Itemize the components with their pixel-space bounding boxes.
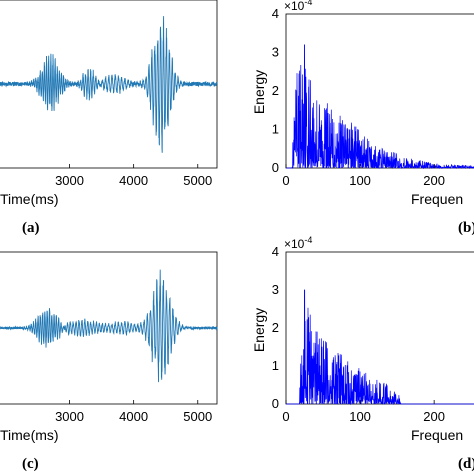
y-tick-label-b-4: 4 [272, 6, 279, 21]
trace-a-group [0, 16, 218, 153]
y-ticks-d: 0 1 2 3 4 [272, 244, 279, 411]
x-tick-label-c-0: 3000 [55, 409, 84, 424]
y-tick-label-d-4: 4 [272, 244, 279, 259]
x-axis-label-d: Frequen [411, 427, 463, 443]
y-tick-label-b-1: 1 [272, 122, 279, 137]
y-tick-label-b-2: 2 [272, 83, 279, 98]
trace-b-group [286, 44, 474, 170]
x-tick-label-c-2: 5000 [183, 409, 212, 424]
y-tick-label-d-2: 2 [272, 320, 279, 335]
x-ticks-d: 0 100 200 [282, 400, 445, 424]
trace-d-group [286, 289, 474, 406]
y-axis-label-d: Energy [251, 308, 267, 352]
x-tick-label-b-0: 0 [282, 173, 289, 188]
y-tick-label-d-3: 3 [272, 282, 279, 297]
panel-label-a: (a) [22, 220, 40, 236]
series-line-c [0, 269, 218, 383]
panel-label-d: (d) [458, 456, 474, 472]
y-tick-label-b-3: 3 [272, 45, 279, 60]
y-ticks-b: 0 1 2 3 4 [272, 6, 279, 175]
exponent-label-d: ×10-4 [284, 235, 312, 251]
x-tick-label-b-1: 100 [349, 173, 371, 188]
y-axis-label-b: Energy [251, 70, 267, 114]
panel-b: 0 1 2 3 4 0 100 200 ×10-4 Energy Frequen… [251, 0, 474, 236]
x-axis-label-a: Time(ms) [0, 191, 59, 207]
panel-label-c: (c) [22, 456, 39, 472]
x-ticks-b: 0 100 200 [282, 164, 445, 188]
x-tick-label-a-1: 4000 [119, 173, 148, 188]
y-tick-label-d-1: 1 [272, 358, 279, 373]
panel-a: 3000 4000 5000 Time(ms) (a) [0, 0, 218, 236]
exponent-label-b: ×10-4 [284, 0, 312, 13]
spectrum-line-b [286, 44, 474, 170]
y-tick-label-b-0: 0 [272, 160, 279, 175]
spectrum-line-d [286, 289, 474, 406]
x-tick-label-d-1: 100 [349, 409, 371, 424]
x-tick-label-b-2: 200 [423, 173, 445, 188]
series-line-a [0, 16, 218, 153]
x-axis-label-b: Frequen [411, 191, 463, 207]
x-ticks-c: 3000 4000 5000 [55, 400, 212, 424]
x-tick-label-d-0: 0 [282, 409, 289, 424]
x-tick-label-a-2: 5000 [183, 173, 212, 188]
panel-label-b: (b) [458, 220, 474, 236]
y-tick-label-d-0: 0 [272, 396, 279, 411]
x-tick-label-a-0: 3000 [55, 173, 84, 188]
plot-area-b [285, 13, 474, 169]
x-ticks-a: 3000 4000 5000 [55, 164, 212, 188]
panel-c: 3000 4000 5000 Time(ms) (c) [0, 251, 218, 472]
plot-area-d [285, 251, 474, 405]
x-tick-label-d-2: 200 [423, 409, 445, 424]
x-tick-label-c-1: 4000 [119, 409, 148, 424]
trace-c-group [0, 269, 218, 383]
panel-d: 0 1 2 3 4 0 100 200 ×10-4 Energy Frequen… [251, 235, 474, 472]
x-axis-label-c: Time(ms) [0, 427, 59, 443]
